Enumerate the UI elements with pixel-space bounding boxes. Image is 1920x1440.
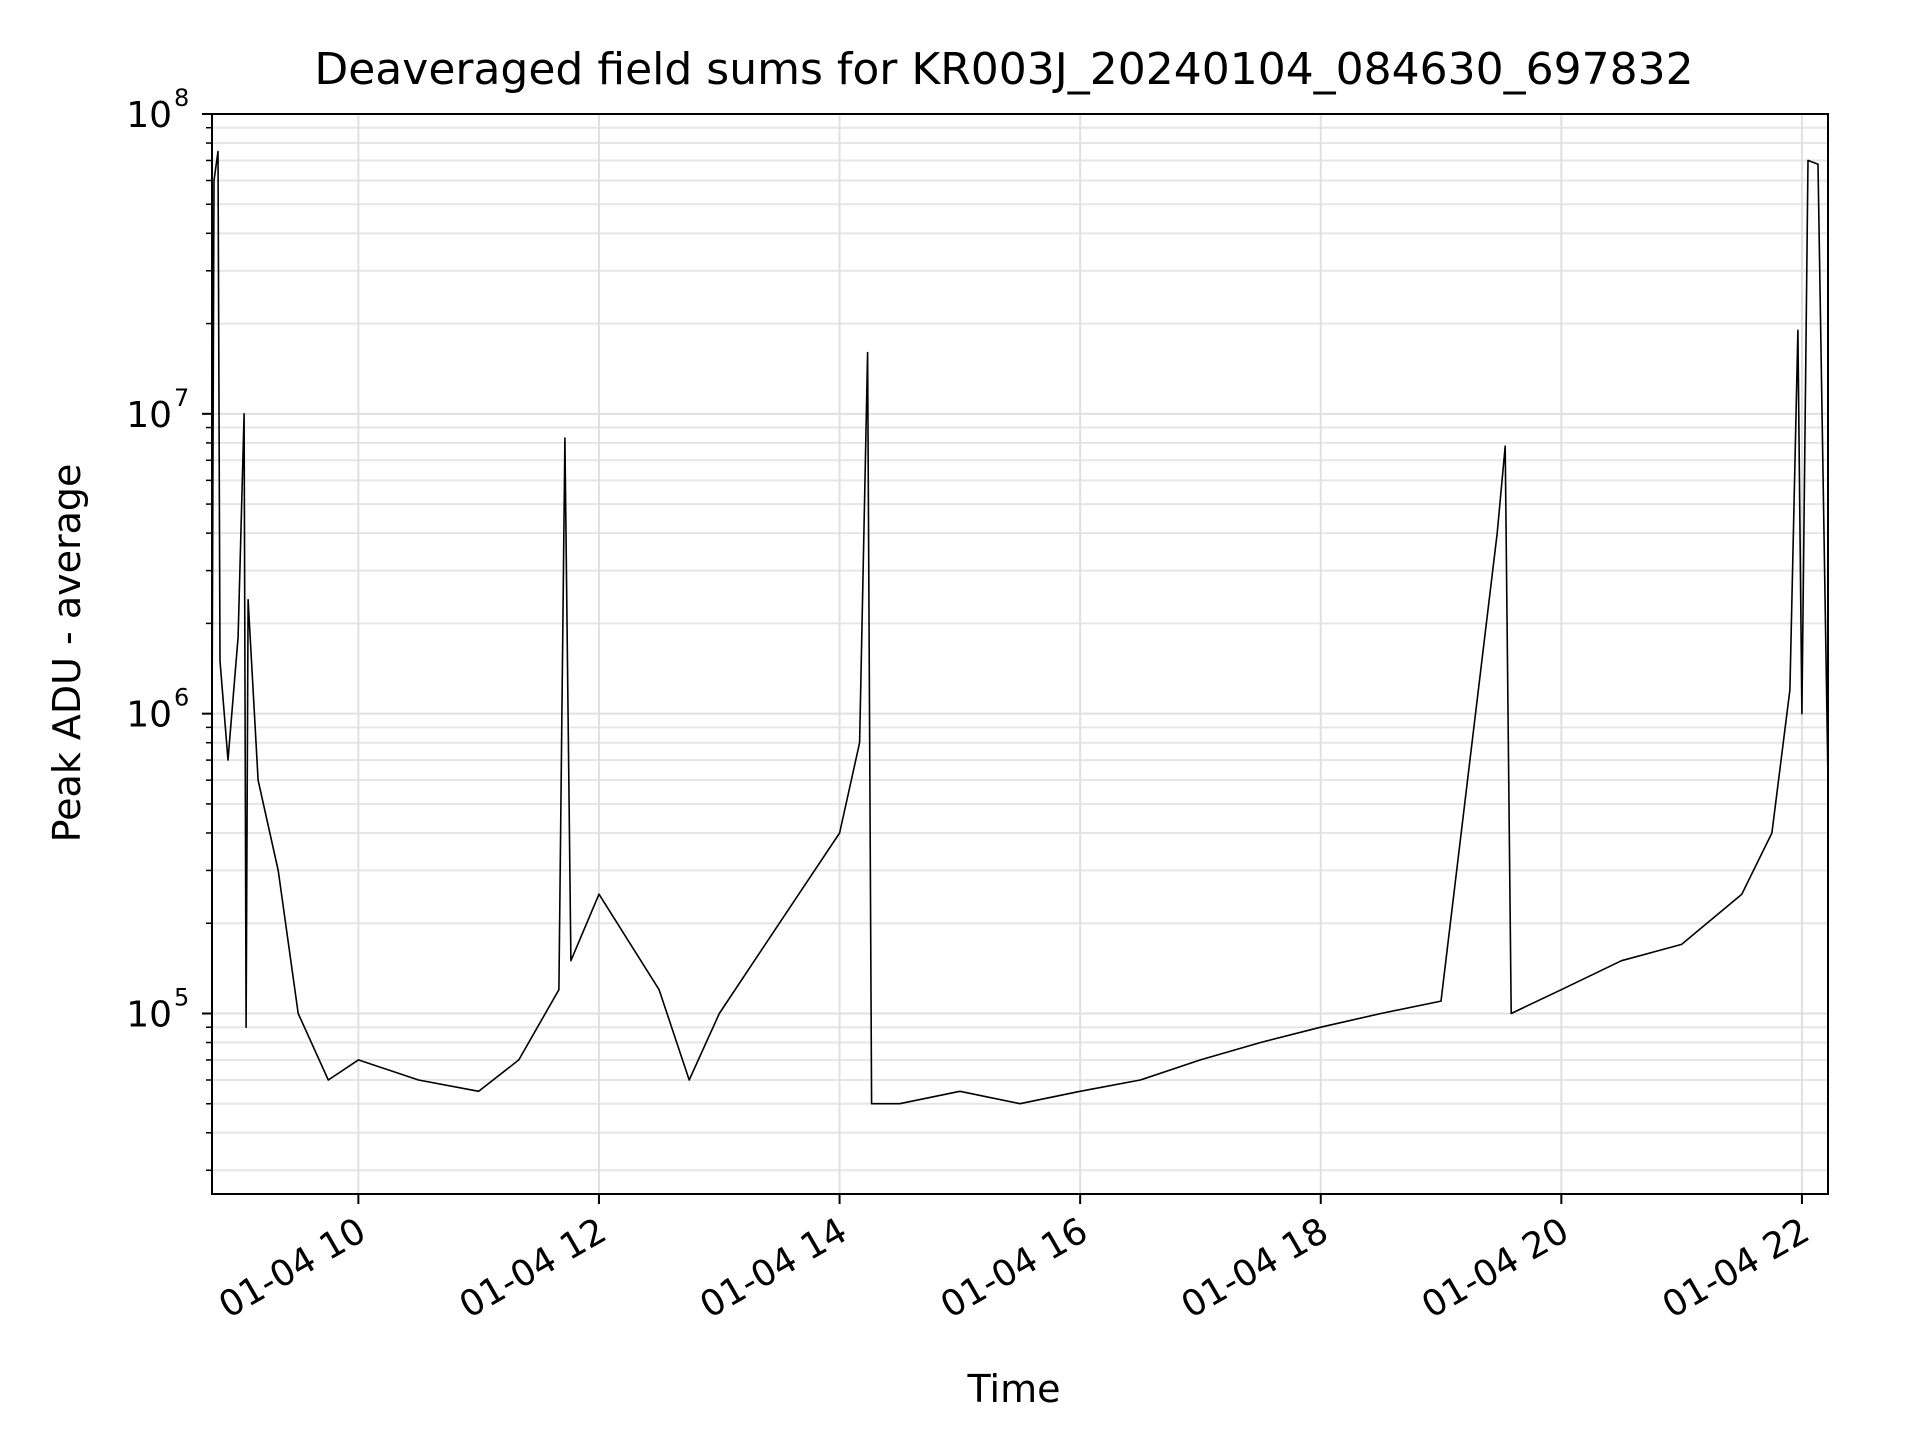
y-tick-label-base: 10 [126,695,172,736]
chart-title: Deaveraged field sums for KR003J_2024010… [314,44,1693,95]
y-tick-label-exponent: 5 [174,983,189,1011]
y-tick-label-exponent: 8 [174,84,189,112]
series-line [211,150,1829,1105]
y-axis-label: Peak ADU - average [45,464,89,843]
data-layer [211,150,1829,1105]
x-axis-label: Time [967,1367,1061,1411]
plot-area-frame [211,113,1829,1195]
y-tick-label-exponent: 6 [174,684,189,712]
y-tick-label-exponent: 7 [174,384,189,412]
y-tick-label-base: 10 [126,95,172,136]
y-tick-label-base: 10 [126,994,172,1035]
grid-layer [212,113,1828,1194]
y-tick-label-base: 10 [126,395,172,436]
